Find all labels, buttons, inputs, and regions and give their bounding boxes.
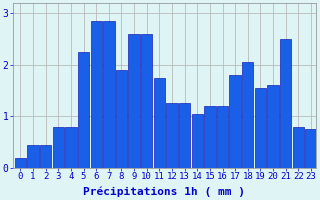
Bar — [192, 114, 203, 168]
Bar — [40, 145, 51, 168]
Bar — [154, 78, 165, 168]
Bar — [128, 34, 140, 168]
Bar — [15, 158, 26, 168]
X-axis label: Précipitations 1h ( mm ): Précipitations 1h ( mm ) — [84, 187, 245, 197]
Bar — [229, 75, 241, 168]
Bar — [255, 88, 266, 168]
Bar — [280, 39, 291, 168]
Bar — [166, 103, 178, 168]
Bar — [217, 106, 228, 168]
Bar — [267, 85, 279, 168]
Bar — [179, 103, 190, 168]
Bar — [78, 52, 89, 168]
Bar — [65, 127, 76, 168]
Bar — [103, 21, 115, 168]
Bar — [305, 129, 316, 168]
Bar — [91, 21, 102, 168]
Bar — [292, 127, 304, 168]
Bar — [27, 145, 39, 168]
Bar — [141, 34, 152, 168]
Bar — [242, 62, 253, 168]
Bar — [116, 70, 127, 168]
Bar — [52, 127, 64, 168]
Bar — [204, 106, 216, 168]
